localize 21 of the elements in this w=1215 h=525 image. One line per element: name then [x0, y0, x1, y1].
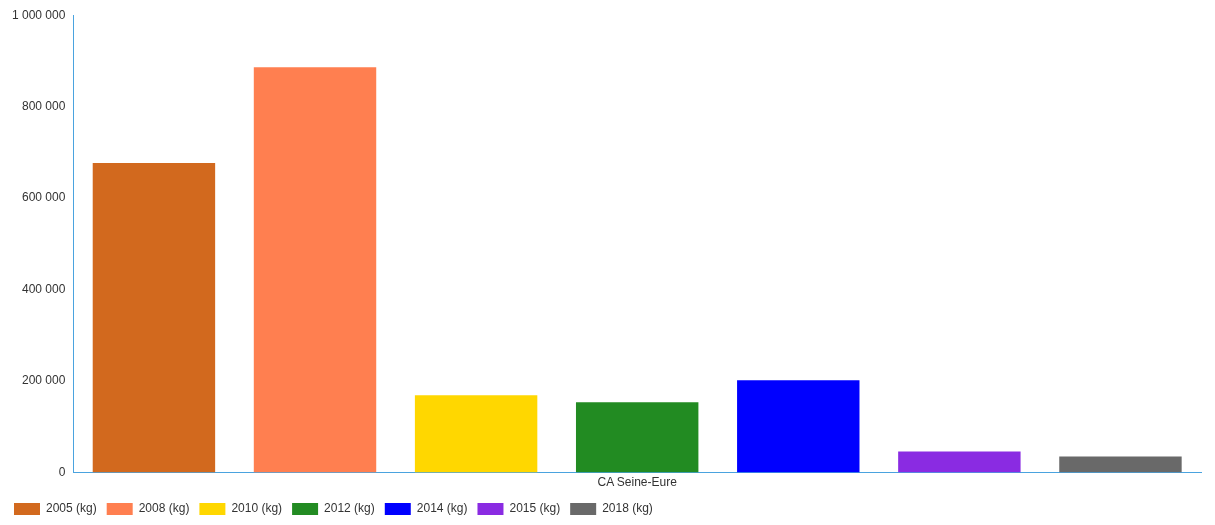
y-tick-label: 1 000 000	[11, 7, 66, 22]
legend-label: 2018 (kg)	[602, 501, 653, 516]
legend-label: 2005 (kg)	[46, 501, 97, 516]
legend-label: 2010 (kg)	[231, 501, 283, 516]
y-tick-label: 600 000	[21, 190, 66, 205]
bar	[92, 162, 216, 473]
legend-label: 2015 (kg)	[509, 501, 561, 516]
x-tick-label: CA Seine-Eure	[597, 475, 678, 490]
legend-label: 2008 (kg)	[138, 501, 190, 516]
y-tick-label: 400 000	[21, 281, 66, 296]
y-tick-label: 200 000	[21, 373, 66, 388]
bar	[898, 451, 1021, 473]
bar	[1059, 456, 1182, 473]
legend-label: 2012 (kg)	[324, 501, 375, 516]
bar	[575, 402, 699, 473]
y-tick-label: 800 000	[21, 98, 66, 113]
y-tick-label: 0	[58, 464, 66, 479]
legend-label: 2014 (kg)	[416, 501, 468, 516]
bar	[414, 395, 538, 473]
bar	[253, 67, 377, 473]
bar	[737, 380, 860, 473]
